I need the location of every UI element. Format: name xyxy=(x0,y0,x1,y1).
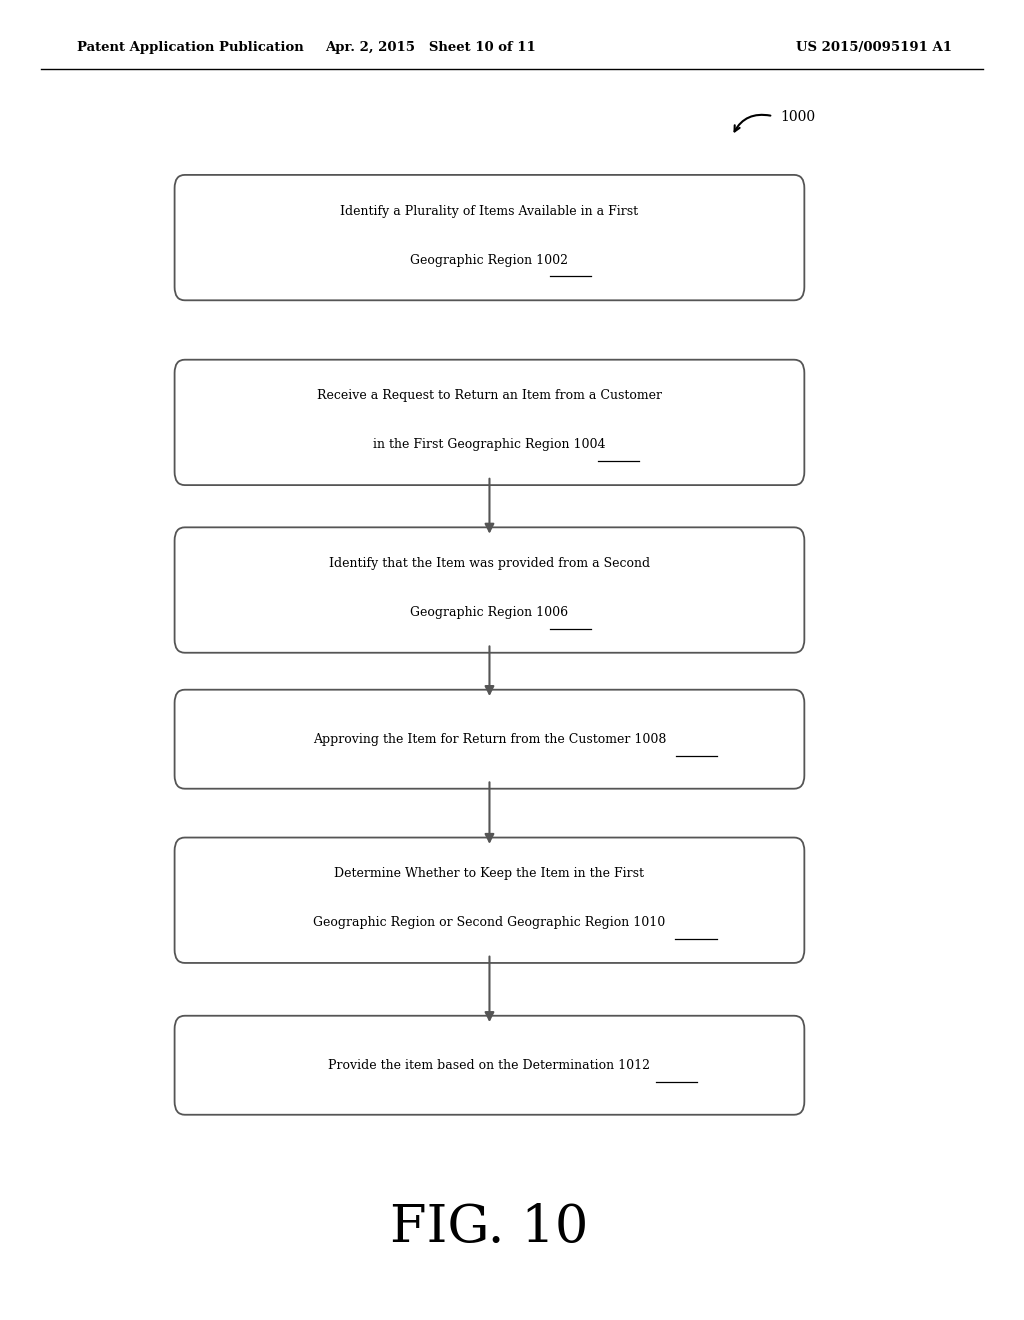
Text: Receive a Request to Return an Item from a Customer: Receive a Request to Return an Item from… xyxy=(317,389,662,403)
Text: Identify that the Item was provided from a Second: Identify that the Item was provided from… xyxy=(329,557,650,570)
FancyBboxPatch shape xyxy=(174,359,805,484)
Text: Patent Application Publication: Patent Application Publication xyxy=(77,41,303,54)
Text: FIG. 10: FIG. 10 xyxy=(390,1203,589,1253)
Text: Approving the Item for Return from the Customer 1008: Approving the Item for Return from the C… xyxy=(312,733,667,746)
Text: 1000: 1000 xyxy=(780,111,815,124)
Text: Determine Whether to Keep the Item in the First: Determine Whether to Keep the Item in th… xyxy=(335,867,644,880)
Text: Geographic Region 1002: Geographic Region 1002 xyxy=(411,253,568,267)
Text: in the First Geographic Region 1004: in the First Geographic Region 1004 xyxy=(373,438,606,451)
Text: Apr. 2, 2015   Sheet 10 of 11: Apr. 2, 2015 Sheet 10 of 11 xyxy=(325,41,536,54)
Text: Geographic Region or Second Geographic Region 1010: Geographic Region or Second Geographic R… xyxy=(313,916,666,929)
FancyBboxPatch shape xyxy=(174,176,805,301)
FancyBboxPatch shape xyxy=(174,689,805,789)
Text: US 2015/0095191 A1: US 2015/0095191 A1 xyxy=(797,41,952,54)
FancyBboxPatch shape xyxy=(174,837,805,964)
Text: Identify a Plurality of Items Available in a First: Identify a Plurality of Items Available … xyxy=(340,205,639,218)
FancyBboxPatch shape xyxy=(174,1016,805,1114)
FancyBboxPatch shape xyxy=(174,527,805,652)
Text: Geographic Region 1006: Geographic Region 1006 xyxy=(411,606,568,619)
Text: Provide the item based on the Determination 1012: Provide the item based on the Determinat… xyxy=(329,1059,650,1072)
